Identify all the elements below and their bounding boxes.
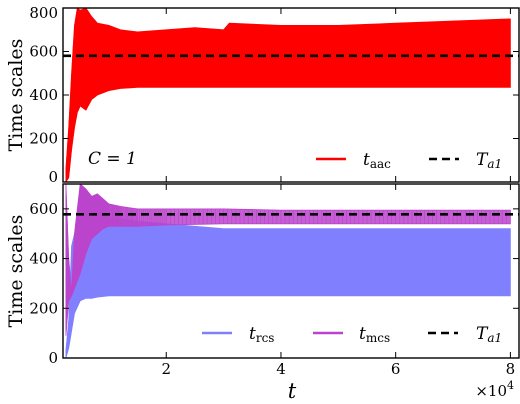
top-legend: taac Ta1 bbox=[316, 150, 502, 171]
top-y-tick-label: 400 bbox=[29, 86, 58, 104]
top-panel: 0 200 400 600 800 Time scales C = 1 taac Ta1 bbox=[5, 4, 520, 186]
bottom-x-ticks: 2 4 6 8 bbox=[161, 184, 515, 378]
bottom-plot-area bbox=[65, 184, 511, 358]
bottom-panel: 0 200 400 600 2 4 6 8 Time scales t ×104 trcs … bbox=[5, 183, 520, 403]
x-tick-label: 6 bbox=[391, 360, 401, 378]
top-y-ticks: 0 200 400 600 800 bbox=[29, 4, 519, 186]
bottom-legend-tmcs-label: tmcs bbox=[359, 324, 390, 345]
top-c-annotation: C = 1 bbox=[88, 149, 137, 169]
top-y-tick-label: 600 bbox=[29, 43, 58, 61]
x-tick-label: 2 bbox=[161, 360, 171, 378]
top-x-ticks bbox=[165, 8, 511, 182]
bottom-frame bbox=[62, 183, 520, 359]
top-y-tick-label: 200 bbox=[29, 130, 58, 148]
x-axis-label: t bbox=[288, 379, 297, 403]
top-y-tick-label: 0 bbox=[48, 168, 58, 186]
top-y-axis-label: Time scales bbox=[5, 39, 27, 152]
bottom-y-axis-label: Time scales bbox=[5, 215, 27, 328]
x-tick-label: 8 bbox=[506, 360, 516, 378]
bottom-y-tick-label: 400 bbox=[29, 250, 58, 268]
bottom-y-tick-label: 0 bbox=[48, 349, 58, 367]
bottom-legend: trcs tmcs Ta1 bbox=[202, 324, 502, 345]
bottom-legend-trcs-label: trcs bbox=[249, 324, 274, 345]
bottom-y-ticks: 0 200 400 600 bbox=[29, 200, 519, 367]
bottom-y-tick-label: 200 bbox=[29, 299, 58, 317]
top-y-tick-label: 800 bbox=[29, 4, 58, 22]
bottom-y-tick-label: 600 bbox=[29, 200, 58, 218]
x-tick-label: 4 bbox=[276, 360, 286, 378]
top-legend-ta1-label: Ta1 bbox=[476, 150, 502, 171]
bottom-legend-ta1-label: Ta1 bbox=[476, 324, 502, 345]
top-legend-taac-label: taac bbox=[363, 150, 391, 171]
top-frame bbox=[62, 7, 520, 183]
x-axis-multiplier: ×104 bbox=[475, 379, 514, 400]
